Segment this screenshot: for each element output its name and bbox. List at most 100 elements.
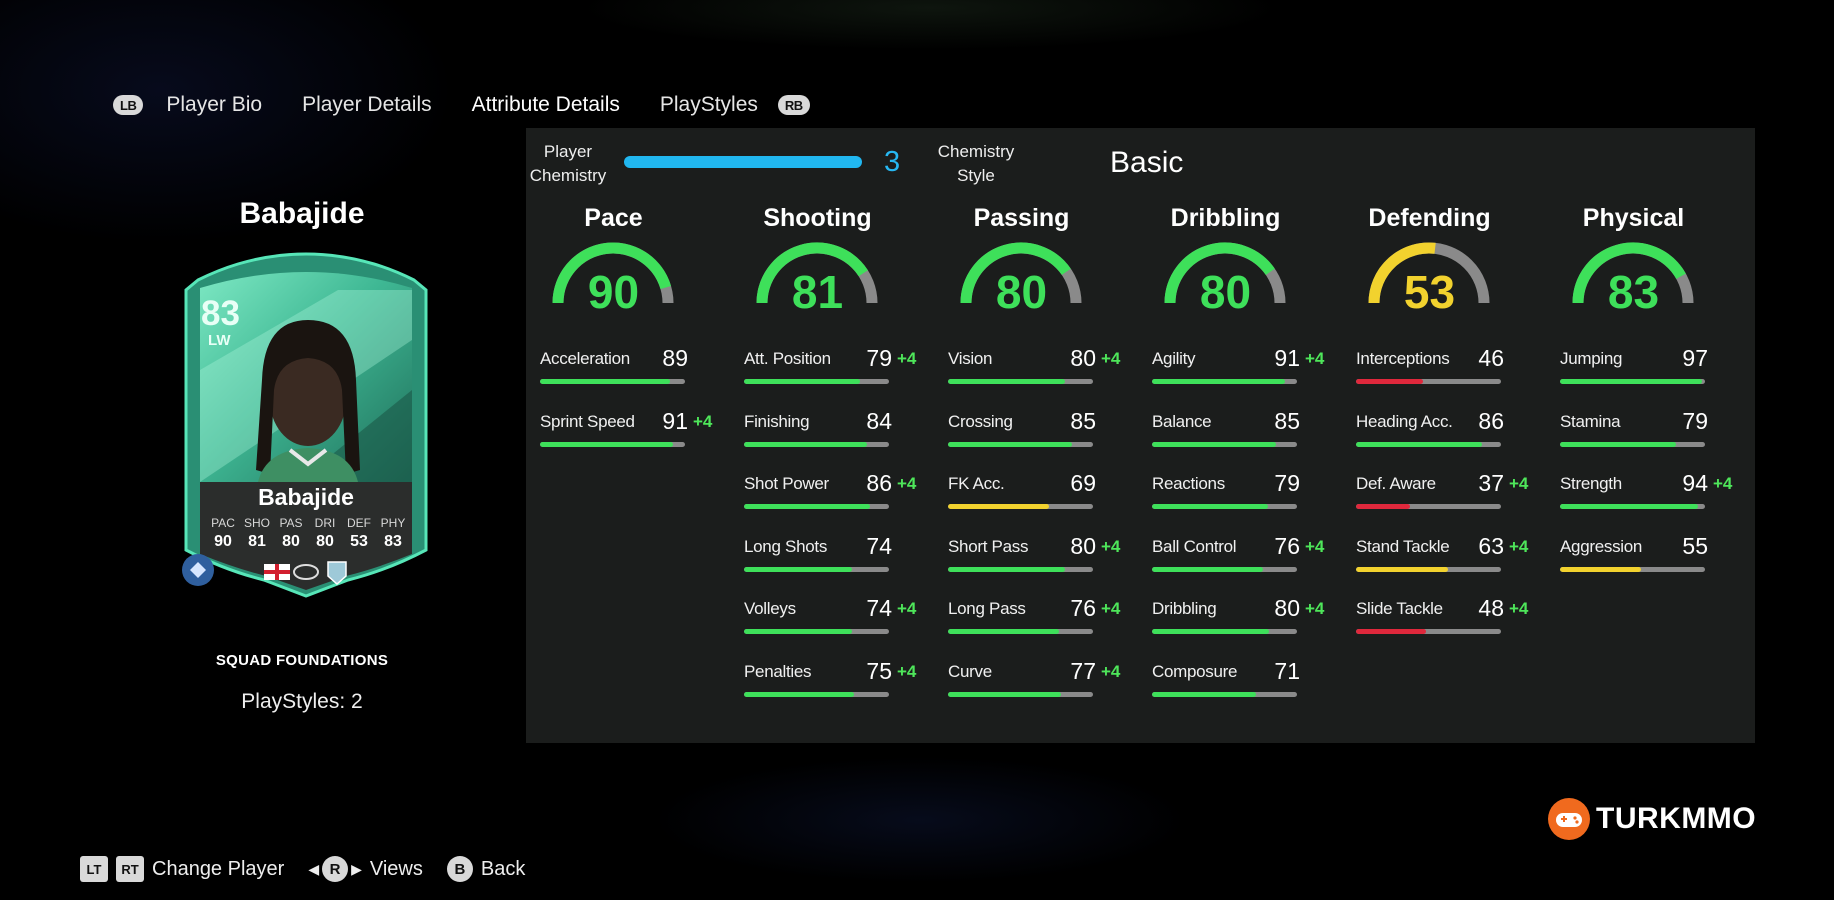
attribute-bar-track (744, 379, 889, 384)
attribute-row-curve[interactable]: Curve 77 +4 (948, 657, 1128, 707)
tab-playstyles[interactable]: PlayStyles (659, 93, 758, 116)
attribute-value: 97 (1682, 345, 1708, 371)
attribute-bar-fill (1152, 629, 1269, 634)
attribute-row-stamina[interactable]: Stamina 79 (1560, 407, 1740, 457)
attribute-value: 80 (1070, 345, 1096, 371)
gauge-fill (1572, 242, 1686, 304)
attribute-chem-bonus: +4 (1305, 349, 1325, 368)
category-dribbling: Dribbling 80 Agility 91 +4 Balance 85 Reactions… (1138, 204, 1324, 697)
attribute-bar-fill (1356, 441, 1482, 447)
attribute-bar-track (1152, 629, 1297, 634)
b-button-icon[interactable]: B (446, 856, 473, 882)
attribute-panel: Player Chemistry 3 Chemistry Style Basic… (526, 128, 1755, 743)
attribute-row-fk-acc[interactable]: FK Acc. 69 (948, 469, 1128, 519)
attribute-name: Acceleration (540, 349, 630, 368)
attribute-row-shot-power[interactable]: Shot Power 86 +4 (744, 469, 924, 519)
card-stat-label: DRI (314, 516, 336, 530)
rt-button-icon[interactable]: RT (116, 856, 144, 882)
attribute-chem-bonus: +4 (1101, 599, 1121, 618)
category-physical: Physical 83 Jumping 97 Stamina 79 Strength 94 +4… (1546, 204, 1732, 572)
attribute-bar-fill (1356, 504, 1410, 509)
attribute-value: 80 (1070, 532, 1096, 559)
bottom-controls: LT RT Change Player ◀ R ▶ Views B Back (80, 854, 525, 884)
attribute-row-crossing[interactable]: Crossing 85 (948, 407, 1128, 457)
attribute-bar-fill (1560, 566, 1641, 572)
tab-attribute-details[interactable]: Attribute Details (471, 93, 620, 116)
tab-player-details[interactable]: Player Details (302, 93, 432, 116)
attribute-value: 84 (866, 407, 892, 434)
watermark-text: TURKMMO (1596, 802, 1757, 835)
attribute-row-vision[interactable]: Vision 80 +4 (948, 344, 1128, 394)
attribute-row-finishing[interactable]: Finishing 84 (744, 407, 924, 457)
attribute-bar-fill (744, 629, 852, 634)
attribute-row-strength[interactable]: Strength 94 +4 (1560, 469, 1740, 519)
category-rating: 80 (995, 266, 1048, 318)
player-card[interactable]: 83 LW Babajide PAC SHO PAS DRI DEF PHY 9… (178, 250, 434, 598)
attribute-chem-bonus: +4 (1509, 474, 1529, 493)
attribute-bar-fill (744, 504, 870, 509)
attribute-row-slide-tackle[interactable]: Slide Tackle 48 +4 (1356, 594, 1536, 644)
lb-button-icon[interactable]: LB (113, 95, 144, 115)
attribute-value: 85 (1070, 407, 1096, 434)
attribute-row-long-pass[interactable]: Long Pass 76 +4 (948, 594, 1128, 644)
attribute-row-att-position[interactable]: Att. Position 79 +4 (744, 344, 924, 394)
attribute-row-long-shots[interactable]: Long Shots 74 (744, 532, 924, 582)
attribute-row-agility[interactable]: Agility 91 +4 (1152, 344, 1332, 394)
attribute-row-short-pass[interactable]: Short Pass 80 +4 (948, 532, 1128, 582)
gauge-fill (1368, 242, 1436, 304)
card-stat-value: 53 (350, 533, 368, 550)
attribute-row-acceleration[interactable]: Acceleration 89 (540, 344, 720, 394)
category-rating: 90 (587, 266, 640, 318)
attribute-row-heading-acc[interactable]: Heading Acc. 86 (1356, 407, 1536, 457)
gamepad-logo-icon (1548, 798, 1590, 840)
attribute-bar-fill (948, 629, 1059, 634)
views-label[interactable]: Views (369, 857, 423, 880)
gauge-arc (552, 242, 674, 304)
attribute-bar-track (948, 691, 1093, 697)
attribute-row-jumping[interactable]: Jumping 97 (1560, 344, 1740, 394)
attribute-row-penalties[interactable]: Penalties 75 +4 (744, 657, 924, 707)
attribute-value: 71 (1274, 657, 1300, 684)
attribute-row-sprint-speed[interactable]: Sprint Speed 91 +4 (540, 407, 720, 457)
attribute-value: 91 (662, 407, 688, 434)
attribute-name: Att. Position (744, 349, 831, 368)
attribute-bar-fill (1152, 691, 1256, 697)
attribute-bar-track (948, 441, 1093, 447)
attribute-name: Curve (948, 661, 992, 681)
attribute-row-aggression[interactable]: Aggression 55 (1560, 532, 1740, 582)
attribute-row-balance[interactable]: Balance 85 (1152, 407, 1332, 457)
attribute-bar-track (1152, 441, 1297, 447)
attribute-row-volleys[interactable]: Volleys 74 +4 (744, 594, 924, 644)
attribute-value: 37 (1478, 470, 1504, 496)
attribute-name: Jumping (1560, 349, 1623, 368)
attribute-value: 85 (1274, 407, 1300, 434)
card-stat-value: 90 (214, 533, 232, 550)
category-gauge: 80 (1138, 239, 1313, 321)
attribute-row-def-aware[interactable]: Def. Aware 37 +4 (1356, 469, 1536, 519)
lt-button-icon[interactable]: LT (80, 856, 108, 882)
back-label[interactable]: Back (480, 857, 526, 880)
attribute-row-dribbling[interactable]: Dribbling 80 +4 (1152, 594, 1332, 644)
attribute-row-reactions[interactable]: Reactions 79 (1152, 469, 1332, 519)
attribute-row-stand-tackle[interactable]: Stand Tackle 63 +4 (1356, 532, 1536, 582)
attribute-row-interceptions[interactable]: Interceptions 46 (1356, 344, 1536, 394)
attribute-name: Dribbling (1152, 599, 1217, 618)
change-player-label[interactable]: Change Player (152, 857, 285, 880)
attribute-name: Stand Tackle (1356, 536, 1450, 556)
attribute-name: Long Shots (744, 536, 828, 556)
rb-button-icon[interactable]: RB (777, 95, 810, 115)
attribute-row-ball-control[interactable]: Ball Control 76 +4 (1152, 532, 1332, 582)
card-stat-value: 80 (282, 533, 300, 550)
attribute-bar-track (744, 504, 889, 509)
attribute-value: 89 (662, 345, 688, 371)
attribute-chem-bonus: +4 (1509, 536, 1529, 556)
attribute-name: Crossing (948, 411, 1013, 431)
category-rating: 53 (1403, 266, 1456, 318)
attribute-bar-fill (744, 566, 852, 572)
attribute-name: Shot Power (744, 474, 829, 493)
r-stick-icon[interactable]: R (322, 856, 349, 882)
tab-player-bio[interactable]: Player Bio (166, 93, 263, 116)
attribute-bar-fill (1356, 379, 1423, 384)
attribute-row-composure[interactable]: Composure 71 (1152, 657, 1332, 707)
attribute-bar-track (744, 691, 889, 697)
